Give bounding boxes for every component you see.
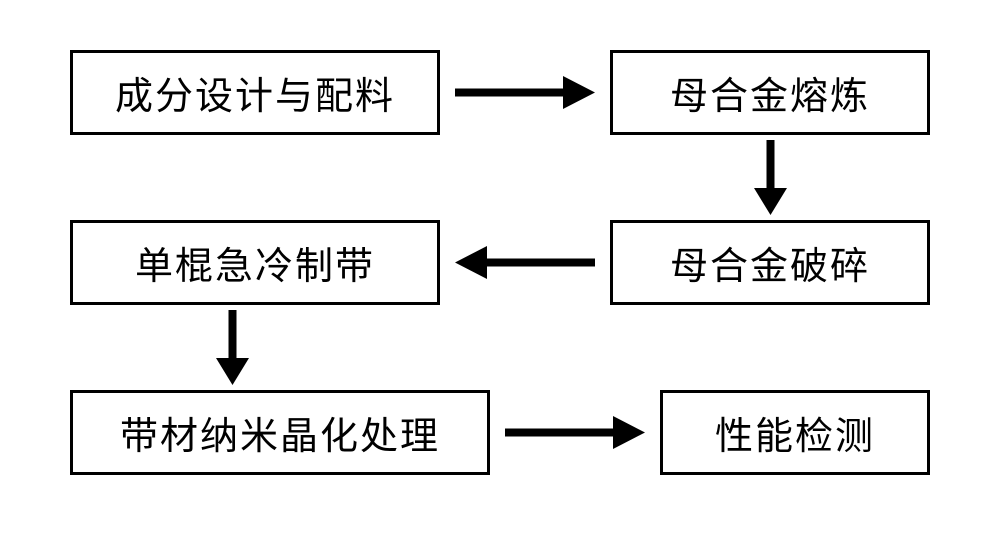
node-n3-label: 母合金破碎: [670, 235, 870, 290]
node-n5-label: 带材纳米晶化处理: [120, 405, 440, 460]
arrow-n4-n5: [210, 310, 255, 385]
node-n1: 成分设计与配料: [70, 50, 440, 135]
arrow-n1-n2: [455, 70, 595, 115]
node-n5: 带材纳米晶化处理: [70, 390, 490, 475]
node-n4: 单棍急冷制带: [70, 220, 440, 305]
arrow-n5-n6: [505, 410, 645, 455]
arrow-n3-n4: [455, 240, 595, 285]
node-n6-label: 性能检测: [715, 405, 875, 460]
node-n2: 母合金熔炼: [610, 50, 930, 135]
node-n1-label: 成分设计与配料: [115, 65, 395, 120]
node-n4-label: 单棍急冷制带: [135, 235, 375, 290]
node-n3: 母合金破碎: [610, 220, 930, 305]
node-n6: 性能检测: [660, 390, 930, 475]
arrow-n2-n3: [748, 140, 793, 215]
node-n2-label: 母合金熔炼: [670, 65, 870, 120]
